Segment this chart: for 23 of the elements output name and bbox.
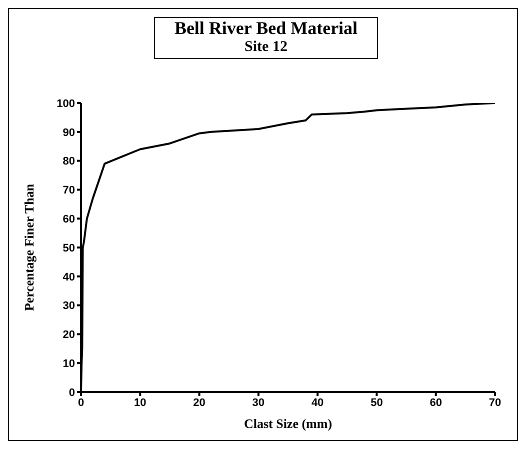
x-tick-label: 10 — [134, 396, 146, 409]
y-tick-label: 100 — [56, 98, 75, 110]
x-tick-label: 20 — [193, 396, 206, 409]
y-tick-label: 0 — [68, 386, 75, 399]
y-tick-label: 50 — [62, 242, 75, 254]
y-axis-title: Percentage Finer Than — [22, 183, 37, 312]
x-tick-label: 30 — [252, 396, 265, 409]
y-tick-label: 60 — [62, 214, 75, 226]
x-tick-label: 0 — [78, 396, 84, 409]
chart-title: Bell River Bed Material — [173, 18, 359, 38]
x-tick-label: 60 — [430, 396, 442, 409]
y-tick-label: 10 — [62, 358, 75, 370]
x-tick-label: 50 — [370, 396, 383, 409]
x-axis-title: Clast Size (mm) — [244, 416, 332, 431]
y-tick-label: 20 — [62, 329, 75, 342]
y-tick-label: 40 — [62, 271, 75, 284]
y-tick-label: 80 — [62, 156, 75, 168]
chart-subtitle: Site 12 — [244, 38, 288, 57]
x-tick-label: 70 — [488, 396, 502, 409]
y-tick-label: 70 — [62, 184, 75, 197]
y-tick-label: 30 — [62, 300, 75, 312]
y-tick-label: 90 — [62, 126, 75, 139]
x-tick-label: 40 — [311, 396, 324, 409]
